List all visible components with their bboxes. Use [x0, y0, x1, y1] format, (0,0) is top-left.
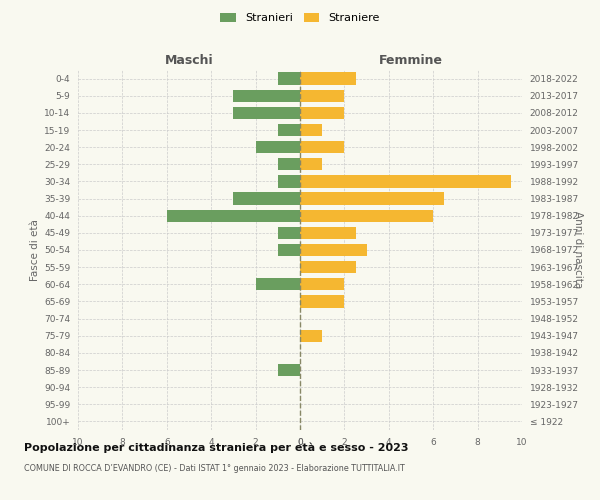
Bar [278, 244, 300, 256]
Bar [300, 330, 322, 342]
Y-axis label: Anni di nascita: Anni di nascita [573, 212, 583, 288]
Text: COMUNE DI ROCCA D’EVANDRO (CE) - Dati ISTAT 1° gennaio 2023 - Elaborazione TUTTI: COMUNE DI ROCCA D’EVANDRO (CE) - Dati IS… [24, 464, 405, 473]
Legend: Stranieri, Straniere: Stranieri, Straniere [216, 8, 384, 28]
Bar [300, 261, 355, 274]
Bar [278, 226, 300, 239]
Bar [300, 90, 344, 102]
Bar [256, 278, 300, 290]
Bar [300, 72, 355, 85]
Bar [300, 124, 322, 136]
Bar [300, 226, 355, 239]
Bar [300, 210, 433, 222]
Bar [300, 192, 444, 204]
Bar [278, 176, 300, 188]
Title: Maschi: Maschi [164, 54, 214, 68]
Bar [233, 90, 300, 102]
Bar [300, 296, 344, 308]
Bar [233, 106, 300, 119]
Bar [300, 244, 367, 256]
Bar [300, 176, 511, 188]
Text: Popolazione per cittadinanza straniera per età e sesso - 2023: Popolazione per cittadinanza straniera p… [24, 442, 409, 453]
Bar [278, 72, 300, 85]
Bar [167, 210, 300, 222]
Bar [278, 124, 300, 136]
Bar [278, 364, 300, 376]
Bar [300, 141, 344, 154]
Bar [278, 158, 300, 170]
Title: Femmine: Femmine [379, 54, 443, 68]
Bar [300, 106, 344, 119]
Bar [256, 141, 300, 154]
Bar [233, 192, 300, 204]
Y-axis label: Fasce di età: Fasce di età [30, 219, 40, 281]
Bar [300, 278, 344, 290]
Bar [300, 158, 322, 170]
